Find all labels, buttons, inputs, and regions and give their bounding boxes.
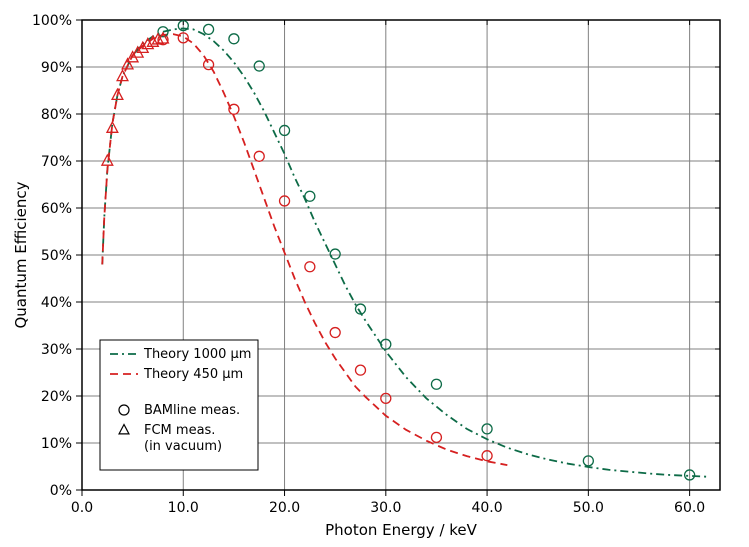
legend-label: FCM meas. [144, 423, 215, 438]
y-tick-label: 80% [41, 107, 72, 123]
x-tick-label: 60.0 [674, 500, 705, 516]
y-tick-label: 60% [41, 201, 72, 217]
x-tick-label: 30.0 [370, 500, 401, 516]
legend: Theory 1000 µm Theory 450 µm BAMline meas.… [100, 340, 258, 470]
y-tick-label: 90% [41, 60, 72, 76]
y-tick-label: 50% [41, 248, 72, 264]
y-axis-label: Quantum Efficiency [12, 181, 30, 328]
qe-chart: 0.0 10.0 20.0 30.0 40.0 50.0 60.0 0% 10% 20% 30% 40… [0, 0, 749, 547]
y-tick-label: 70% [41, 154, 72, 170]
legend-label: Theory 450 µm [143, 367, 243, 382]
legend-label: Theory 1000 µm [143, 347, 251, 362]
legend-label: (in vacuum) [144, 439, 222, 454]
y-tick-label: 20% [41, 389, 72, 405]
chart-svg: 0.0 10.0 20.0 30.0 40.0 50.0 60.0 0% 10% 20% 30% 40… [0, 0, 749, 547]
x-axis-label: Photon Energy / keV [325, 521, 478, 539]
y-tick-label: 0% [50, 483, 72, 499]
x-tick-label: 40.0 [471, 500, 502, 516]
x-tick-label: 10.0 [168, 500, 199, 516]
y-tick-label: 100% [32, 13, 72, 29]
x-tick-label: 0.0 [71, 500, 93, 516]
y-tick-label: 10% [41, 436, 72, 452]
x-tick-label: 20.0 [269, 500, 300, 516]
y-tick-label: 40% [41, 295, 72, 311]
y-tick-label: 30% [41, 342, 72, 358]
legend-label: BAMline meas. [144, 403, 240, 418]
x-tick-label: 50.0 [573, 500, 604, 516]
